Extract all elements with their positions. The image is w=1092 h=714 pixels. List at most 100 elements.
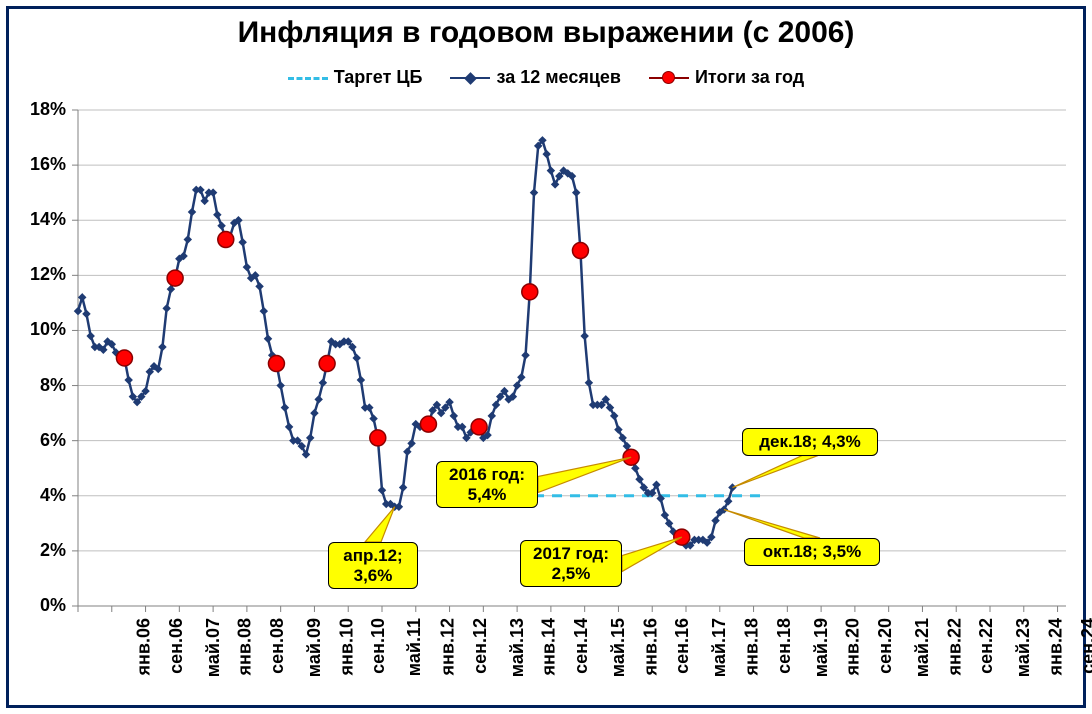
- monthly-marker: [276, 381, 284, 389]
- callout-box: 2016 год:5,4%: [436, 461, 538, 508]
- callout-line: 5,4%: [445, 485, 529, 505]
- monthly-marker: [217, 221, 225, 229]
- x-tick-label: сен.08: [267, 618, 288, 674]
- monthly-marker: [162, 304, 170, 312]
- monthly-marker: [158, 343, 166, 351]
- y-tick-label: 4%: [0, 485, 66, 506]
- monthly-marker: [665, 519, 673, 527]
- annual-marker: [572, 243, 588, 259]
- monthly-marker: [724, 497, 732, 505]
- callout-leader: [622, 537, 682, 571]
- x-tick-label: янв.24: [1045, 618, 1066, 675]
- callout-line: апр.12;: [337, 546, 409, 566]
- monthly-marker: [399, 483, 407, 491]
- monthly-line: [78, 140, 732, 545]
- monthly-marker: [188, 208, 196, 216]
- monthly-marker: [310, 409, 318, 417]
- monthly-marker: [488, 412, 496, 420]
- x-tick-label: май.09: [304, 618, 325, 677]
- monthly-marker: [551, 180, 559, 188]
- y-tick-label: 18%: [0, 99, 66, 120]
- monthly-marker: [78, 293, 86, 301]
- monthly-marker: [572, 188, 580, 196]
- annual-marker: [370, 430, 386, 446]
- monthly-marker: [86, 332, 94, 340]
- monthly-marker: [281, 403, 289, 411]
- x-tick-label: май.15: [608, 618, 629, 677]
- monthly-marker: [285, 423, 293, 431]
- x-tick-label: янв.06: [133, 618, 154, 675]
- monthly-marker: [314, 395, 322, 403]
- monthly-marker: [302, 450, 310, 458]
- monthly-marker: [711, 516, 719, 524]
- y-tick-label: 12%: [0, 264, 66, 285]
- callout-leader: [724, 510, 820, 538]
- x-tick-label: янв.20: [843, 618, 864, 675]
- monthly-marker: [74, 307, 82, 315]
- monthly-marker: [352, 354, 360, 362]
- x-tick-label: сен.10: [368, 618, 389, 674]
- monthly-marker: [661, 511, 669, 519]
- monthly-marker: [513, 381, 521, 389]
- monthly-marker: [614, 425, 622, 433]
- monthly-marker: [517, 373, 525, 381]
- monthly-marker: [357, 376, 365, 384]
- monthly-marker: [213, 210, 221, 218]
- x-tick-label: май.19: [811, 618, 832, 677]
- callout-line: 3,6%: [337, 566, 409, 586]
- y-tick-label: 0%: [0, 595, 66, 616]
- x-tick-label: сен.20: [875, 618, 896, 674]
- x-tick-label: май.23: [1013, 618, 1034, 677]
- x-tick-label: май.11: [404, 618, 425, 676]
- monthly-marker: [610, 412, 618, 420]
- monthly-marker: [606, 403, 614, 411]
- y-tick-label: 2%: [0, 540, 66, 561]
- callout-leader: [538, 457, 631, 492]
- x-tick-label: янв.22: [944, 618, 965, 675]
- y-tick-label: 16%: [0, 154, 66, 175]
- x-tick-label: янв.18: [741, 618, 762, 675]
- x-tick-label: сен.18: [774, 618, 795, 674]
- monthly-marker: [450, 412, 458, 420]
- callout-leader: [732, 456, 818, 488]
- callout-line: 2016 год:: [445, 465, 529, 485]
- x-tick-label: янв.12: [437, 618, 458, 675]
- x-tick-label: сен.06: [166, 618, 187, 674]
- callout-box: 2017 год:2,5%: [520, 540, 622, 587]
- y-tick-label: 10%: [0, 319, 66, 340]
- annual-marker: [218, 232, 234, 248]
- monthly-marker: [521, 351, 529, 359]
- annual-marker: [471, 419, 487, 435]
- callout-line: 2017 год:: [529, 544, 613, 564]
- x-tick-label: янв.08: [235, 618, 256, 675]
- annual-marker: [522, 284, 538, 300]
- callout-leader: [365, 507, 395, 542]
- y-tick-label: 8%: [0, 375, 66, 396]
- callout-line: 2,5%: [529, 564, 613, 584]
- x-tick-label: май.13: [507, 618, 528, 677]
- monthly-marker: [264, 334, 272, 342]
- monthly-marker: [652, 481, 660, 489]
- callout-box: окт.18; 3,5%: [744, 538, 880, 566]
- x-tick-label: сен.22: [976, 618, 997, 674]
- monthly-marker: [547, 166, 555, 174]
- x-tick-label: сен.16: [672, 618, 693, 674]
- callout-box: апр.12;3,6%: [328, 542, 418, 589]
- monthly-marker: [260, 307, 268, 315]
- monthly-marker: [530, 188, 538, 196]
- monthly-marker: [369, 414, 377, 422]
- annual-marker: [116, 350, 132, 366]
- x-tick-label: сен.14: [571, 618, 592, 674]
- y-tick-label: 6%: [0, 430, 66, 451]
- x-tick-label: сен.12: [470, 618, 491, 674]
- monthly-marker: [82, 310, 90, 318]
- callout-line: окт.18; 3,5%: [753, 542, 871, 562]
- plot-area: [0, 0, 1092, 714]
- monthly-marker: [255, 282, 263, 290]
- callout-line: дек.18; 4,3%: [751, 432, 869, 452]
- y-tick-label: 14%: [0, 209, 66, 230]
- monthly-marker: [124, 376, 132, 384]
- x-tick-label: май.21: [912, 618, 933, 677]
- x-tick-label: янв.14: [539, 618, 560, 675]
- monthly-marker: [542, 150, 550, 158]
